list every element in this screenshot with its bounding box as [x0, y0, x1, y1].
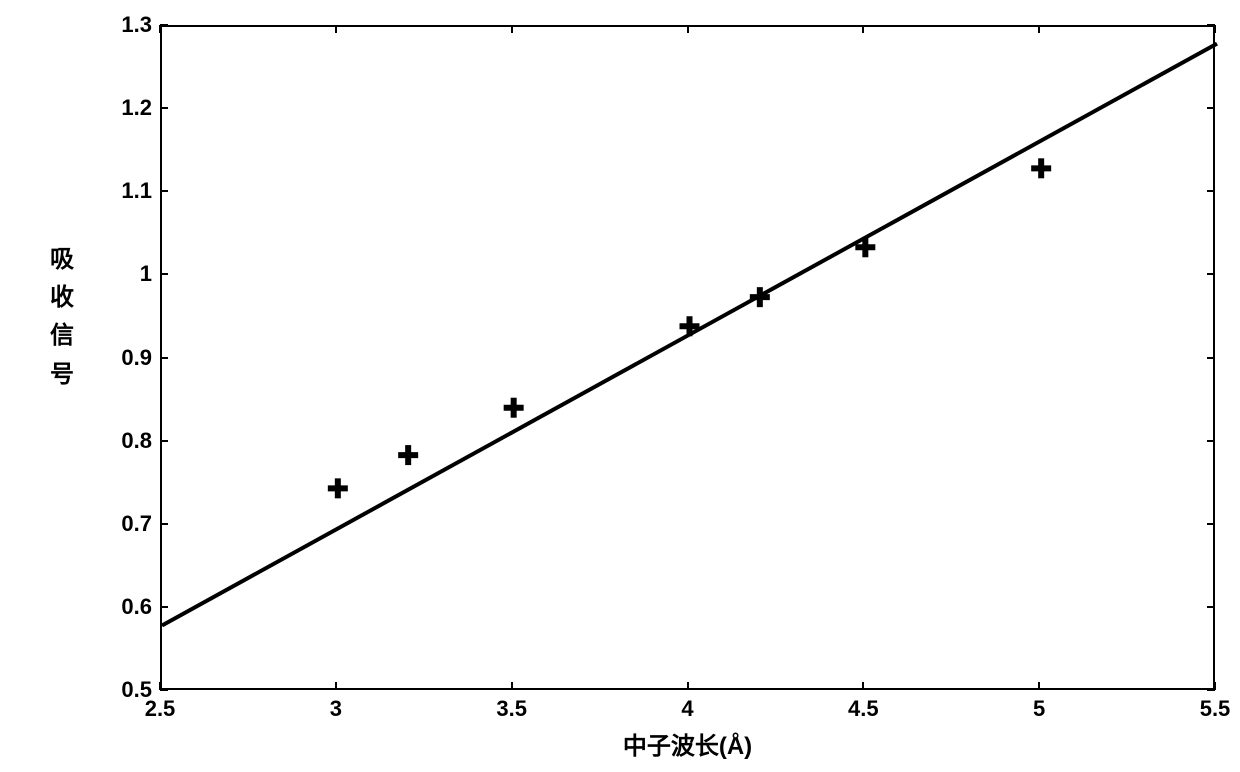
y-tick-label: 0.7: [121, 511, 152, 537]
y-tick-mark: [160, 440, 168, 442]
y-tick-mark: [160, 107, 168, 109]
x-tick-mark: [335, 682, 337, 690]
plot-area: [160, 25, 1215, 690]
y-tick-label: 1.3: [121, 12, 152, 38]
x-axis-label: 中子波长(Å): [623, 726, 752, 761]
y-tick-mark: [1207, 107, 1215, 109]
y-axis-label-char: 号: [50, 356, 74, 394]
y-axis-label-char: 信: [50, 317, 74, 355]
x-tick-label: 5.5: [1200, 696, 1231, 722]
y-tick-mark: [160, 606, 168, 608]
y-tick-mark: [1207, 357, 1215, 359]
x-tick-mark: [1038, 682, 1040, 690]
data-point: [680, 316, 700, 336]
data-point: [328, 478, 348, 498]
y-tick-label: 0.6: [121, 594, 152, 620]
y-tick-mark: [1207, 273, 1215, 275]
x-tick-label: 3: [330, 696, 342, 722]
y-tick-mark: [1207, 440, 1215, 442]
x-tick-mark: [687, 25, 689, 33]
y-axis-label: 吸收信号: [50, 241, 74, 395]
x-tick-mark: [687, 682, 689, 690]
x-axis-label-text: 中子波长(Å): [623, 733, 752, 760]
y-tick-label: 1.1: [121, 178, 152, 204]
x-tick-label: 5: [1033, 696, 1045, 722]
y-tick-mark: [160, 24, 168, 26]
x-tick-mark: [1214, 25, 1216, 33]
y-tick-label: 1: [140, 261, 152, 287]
y-tick-mark: [160, 357, 168, 359]
y-tick-mark: [160, 190, 168, 192]
y-tick-mark: [160, 523, 168, 525]
y-tick-mark: [1207, 24, 1215, 26]
y-tick-mark: [1207, 689, 1215, 691]
y-tick-mark: [160, 689, 168, 691]
y-tick-label: 0.9: [121, 345, 152, 371]
y-tick-label: 0.8: [121, 428, 152, 454]
x-tick-mark: [862, 682, 864, 690]
y-tick-label: 1.2: [121, 95, 152, 121]
x-tick-mark: [159, 25, 161, 33]
y-axis-label-char: 收: [50, 279, 74, 317]
y-tick-mark: [1207, 190, 1215, 192]
x-tick-label: 3.5: [496, 696, 527, 722]
y-axis-label-char: 吸: [50, 241, 74, 279]
chart-container: 吸收信号 中子波长(Å) 2.533.544.555.50.50.60.70.8…: [0, 0, 1240, 772]
x-tick-mark: [511, 25, 513, 33]
x-tick-mark: [335, 25, 337, 33]
x-tick-label: 4: [681, 696, 693, 722]
y-tick-mark: [1207, 606, 1215, 608]
plot-svg: [162, 27, 1217, 692]
y-tick-mark: [160, 273, 168, 275]
data-point: [1031, 158, 1051, 178]
x-tick-mark: [1038, 25, 1040, 33]
data-point: [398, 445, 418, 465]
x-tick-label: 4.5: [848, 696, 879, 722]
y-tick-label: 0.5: [121, 677, 152, 703]
x-tick-mark: [511, 682, 513, 690]
y-tick-mark: [1207, 523, 1215, 525]
data-point: [504, 398, 524, 418]
x-tick-mark: [862, 25, 864, 33]
